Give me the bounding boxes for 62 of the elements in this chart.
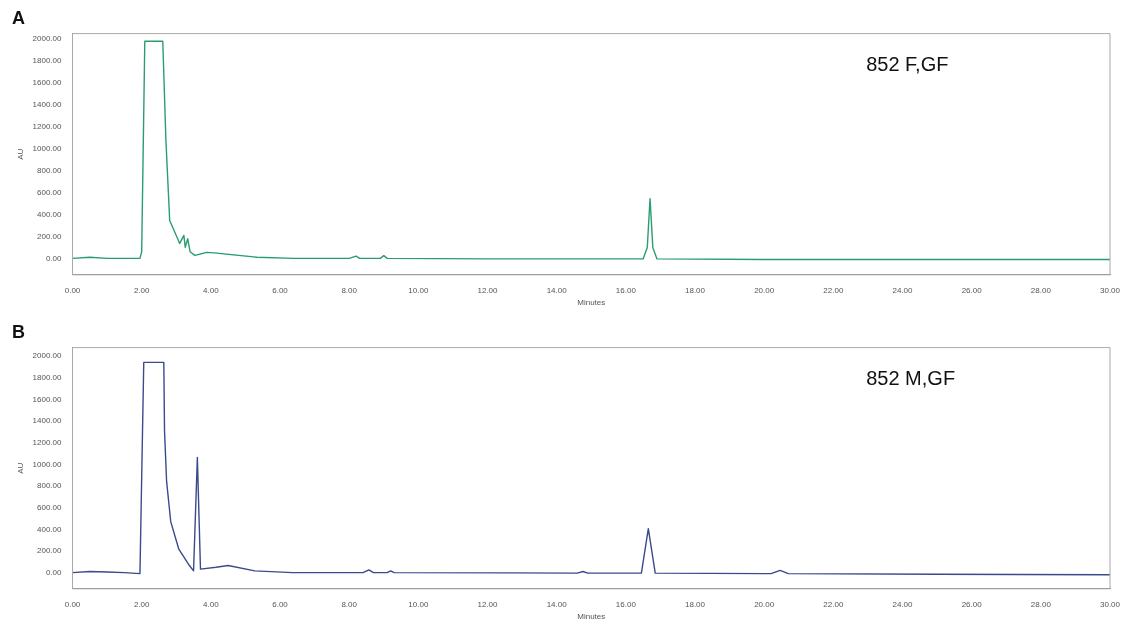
x-tick-label: 30.00	[1099, 599, 1121, 609]
x-tick-label: 8.00	[341, 285, 358, 295]
y-tick-label: 200.00	[37, 231, 63, 241]
y-tick-label: 0.00	[45, 567, 63, 577]
x-axis-title: Minutes	[577, 298, 606, 308]
x-tick-label: 0.00	[64, 285, 81, 295]
x-tick-label: 4.00	[203, 285, 220, 295]
y-tick-label: 800.00	[37, 165, 63, 175]
x-tick-label: 22.00	[823, 599, 844, 609]
x-tick-label: 24.00	[892, 599, 914, 609]
annotation: 852 M,GF	[866, 367, 956, 390]
y-tick-label: 1400.00	[32, 416, 63, 426]
x-tick-label: 26.00	[961, 285, 983, 295]
y-tick-label: 200.00	[37, 546, 63, 556]
x-tick-label: 24.00	[892, 285, 914, 295]
x-tick-label: 28.00	[1030, 285, 1052, 295]
y-tick-label: 2000.00	[32, 351, 63, 361]
x-tick-label: 6.00	[272, 599, 289, 609]
x-tick-label: 22.00	[823, 285, 844, 295]
x-tick-label: 8.00	[341, 599, 358, 609]
y-axis-title: AU	[16, 148, 25, 160]
x-tick-label: 18.00	[684, 599, 706, 609]
x-tick-label: 0.00	[64, 599, 81, 609]
x-tick-label: 12.00	[477, 285, 499, 295]
x-tick-label: 14.00	[546, 599, 568, 609]
x-tick-label: 2.00	[133, 285, 151, 295]
x-tick-label: 12.00	[477, 599, 499, 609]
x-tick-label: 20.00	[754, 285, 775, 295]
y-tick-label: 1600.00	[32, 78, 63, 88]
chart-title: B	[12, 321, 25, 342]
y-tick-label: 400.00	[37, 524, 63, 534]
x-tick-label: 18.00	[684, 285, 706, 295]
y-tick-label: 1200.00	[32, 121, 63, 131]
y-tick-label: 1600.00	[32, 394, 63, 404]
y-tick-label: 1400.00	[32, 100, 63, 110]
x-tick-label: 30.00	[1099, 285, 1121, 295]
y-tick-label: 800.00	[37, 481, 63, 491]
x-tick-label: 10.00	[408, 599, 429, 609]
y-axis-title: AU	[16, 462, 25, 474]
y-tick-label: 1000.00	[32, 459, 63, 469]
chart-title: A	[12, 7, 25, 28]
annotation: 852 F,GF	[866, 53, 949, 76]
x-tick-label: 14.00	[546, 285, 568, 295]
x-tick-label: 16.00	[615, 285, 637, 295]
y-tick-label: 1000.00	[32, 143, 63, 153]
y-tick-label: 1800.00	[32, 56, 63, 66]
x-tick-label: 10.00	[408, 285, 429, 295]
y-tick-label: 600.00	[37, 502, 63, 512]
x-tick-label: 16.00	[615, 599, 637, 609]
y-tick-label: 0.00	[45, 253, 63, 263]
x-tick-label: 4.00	[203, 599, 220, 609]
x-tick-label: 20.00	[754, 599, 775, 609]
y-tick-label: 1800.00	[32, 373, 63, 383]
x-tick-label: 6.00	[272, 285, 289, 295]
y-tick-label: 2000.00	[32, 34, 63, 44]
x-tick-label: 26.00	[961, 599, 983, 609]
y-tick-label: 1200.00	[32, 437, 63, 447]
x-tick-label: 2.00	[133, 599, 151, 609]
y-tick-label: 400.00	[37, 209, 63, 219]
x-tick-label: 28.00	[1030, 599, 1052, 609]
x-axis-title: Minutes	[577, 612, 606, 622]
y-tick-label: 600.00	[37, 187, 63, 197]
